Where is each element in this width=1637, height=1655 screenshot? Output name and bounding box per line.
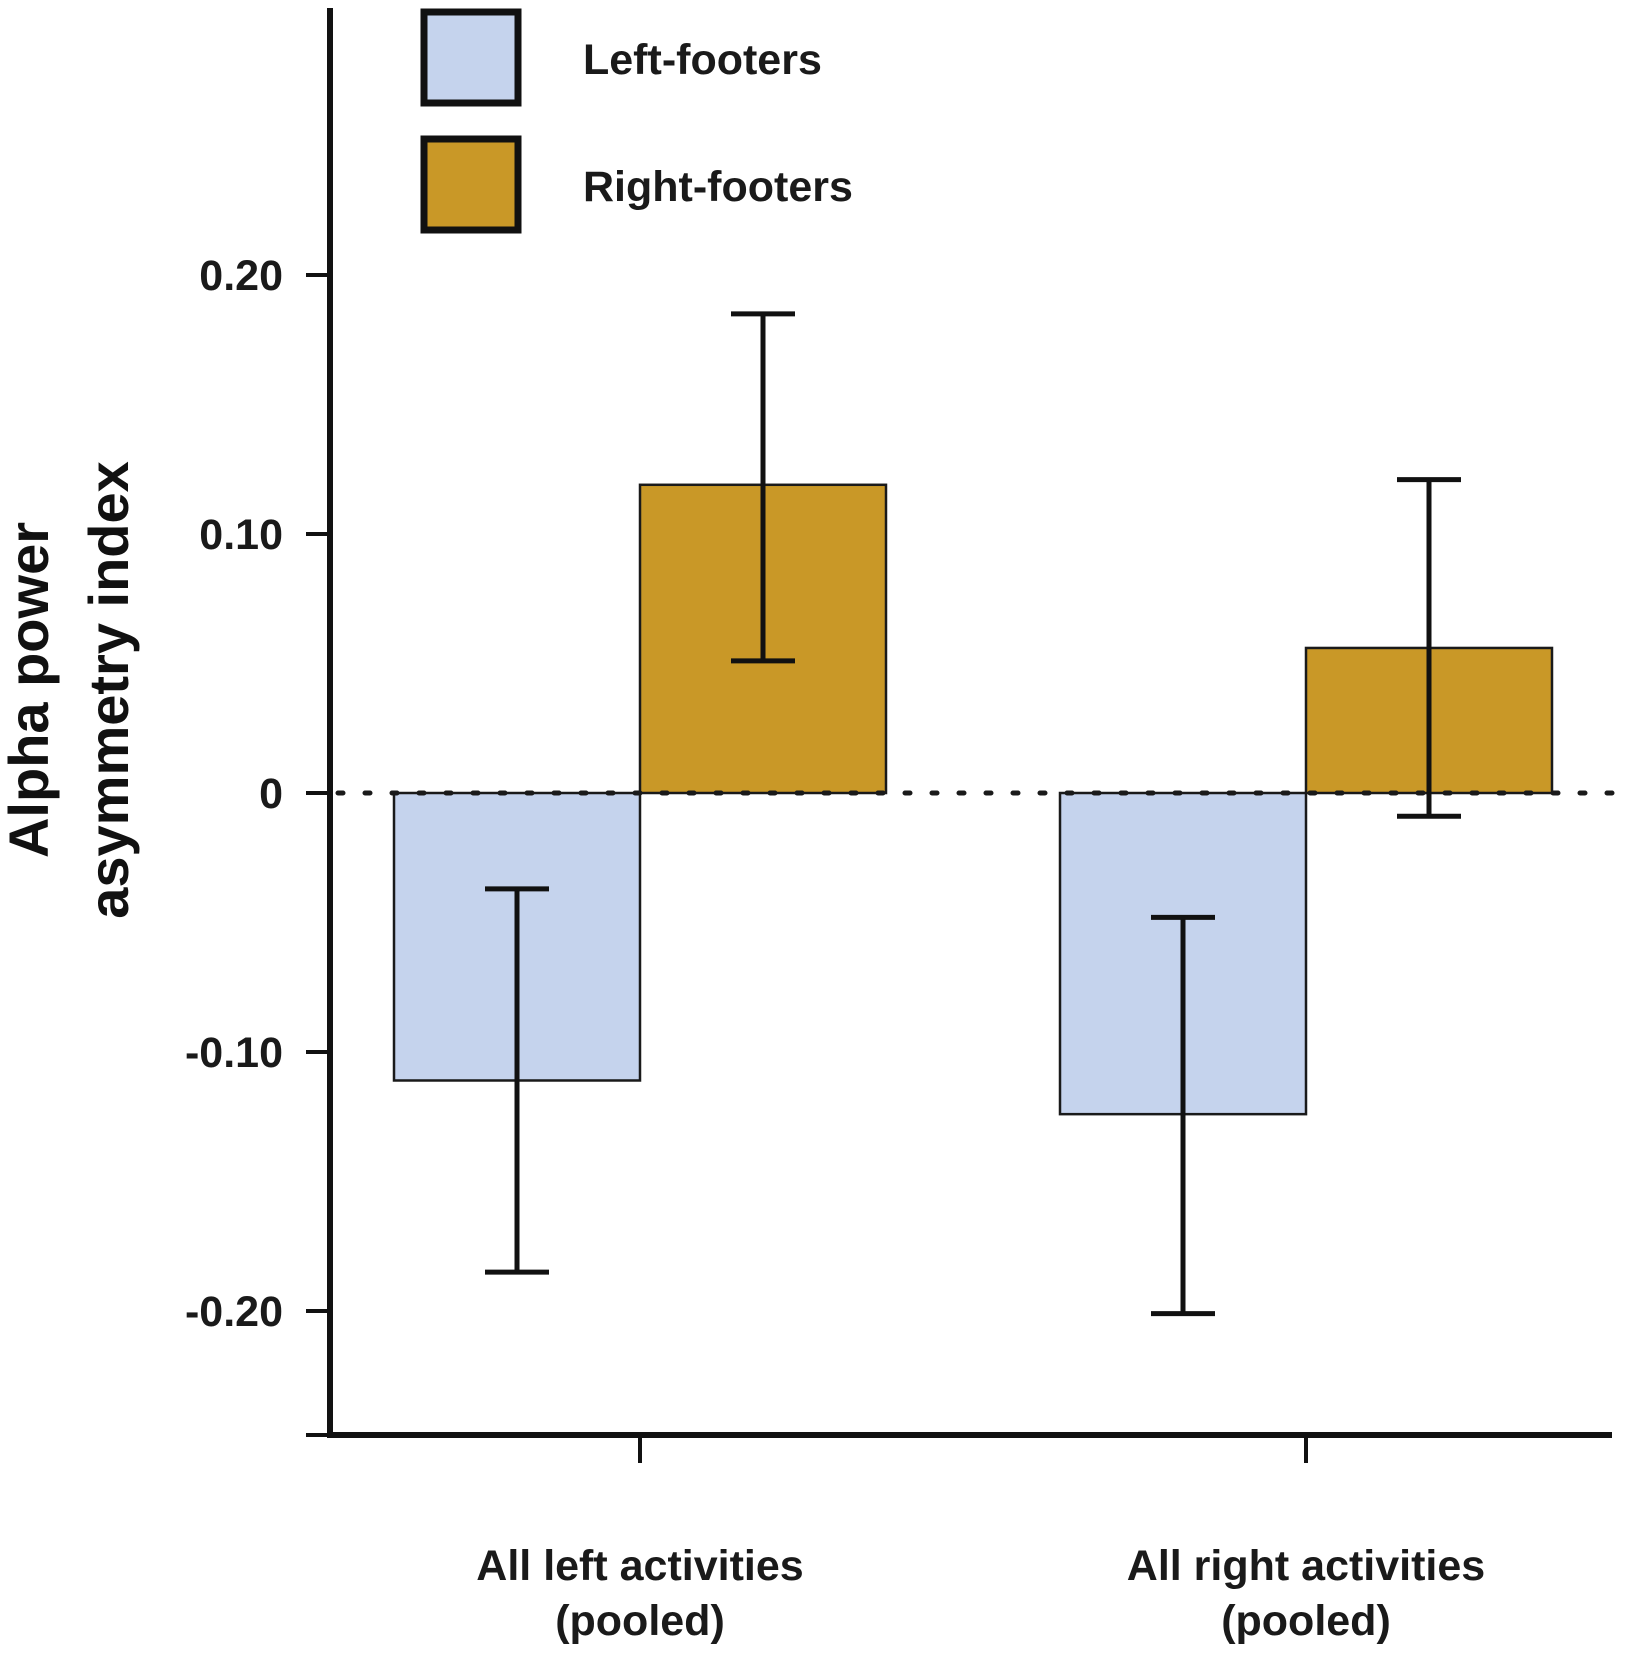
legend-swatch-left-footers — [420, 8, 522, 107]
category-label-1-line1: All right activities — [1127, 1542, 1485, 1590]
legend-label-left-footers: Left-footers — [583, 36, 822, 84]
bars-layer — [392, 483, 1554, 1116]
y-tick-label-0: -0.20 — [185, 1288, 283, 1336]
category-label-0-line1: All left activities — [476, 1542, 803, 1590]
legend: Left-footers Right-footers — [420, 8, 853, 234]
y-tick-label-4: 0.20 — [199, 252, 283, 300]
y-axis-title: Alpha power asymmetry index — [0, 461, 140, 919]
axes-layer — [306, 8, 1612, 1438]
y-axis-title-line1: Alpha power — [0, 522, 60, 858]
y-axis-title-line2: asymmetry index — [77, 461, 140, 919]
y-tick-label-3: 0.10 — [199, 511, 283, 559]
category-label-1-line2: (pooled) — [1221, 1597, 1391, 1645]
error-bars-layer — [485, 311, 1461, 1317]
x-categories-layer: All left activities (pooled) All right act… — [476, 1435, 1485, 1645]
legend-label-right-footers: Right-footers — [583, 163, 853, 211]
y-tick-label-2: 0 — [259, 770, 283, 818]
y-ticks-layer: -0.20 -0.10 0 0.10 0.20 — [185, 252, 330, 1336]
legend-swatch-right-footers — [420, 135, 522, 234]
category-label-0-line2: (pooled) — [555, 1597, 725, 1645]
y-tick-label-1: -0.10 — [185, 1029, 283, 1077]
